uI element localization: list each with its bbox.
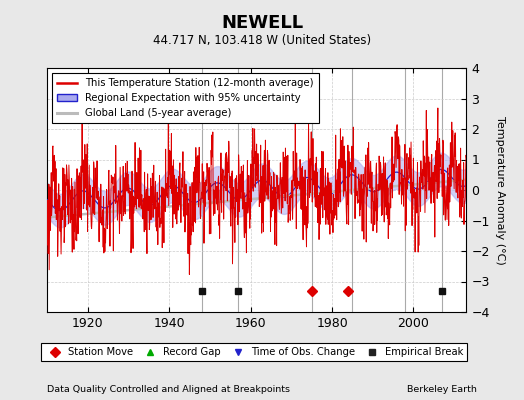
Text: 44.717 N, 103.418 W (United States): 44.717 N, 103.418 W (United States) [153,34,371,47]
Y-axis label: Temperature Anomaly (°C): Temperature Anomaly (°C) [495,116,505,264]
Text: NEWELL: NEWELL [221,14,303,32]
Text: Berkeley Earth: Berkeley Earth [407,385,477,394]
Legend: This Temperature Station (12-month average), Regional Expectation with 95% uncer: This Temperature Station (12-month avera… [52,73,319,123]
Text: Data Quality Controlled and Aligned at Breakpoints: Data Quality Controlled and Aligned at B… [47,385,290,394]
Legend: Station Move, Record Gap, Time of Obs. Change, Empirical Break: Station Move, Record Gap, Time of Obs. C… [41,343,467,361]
